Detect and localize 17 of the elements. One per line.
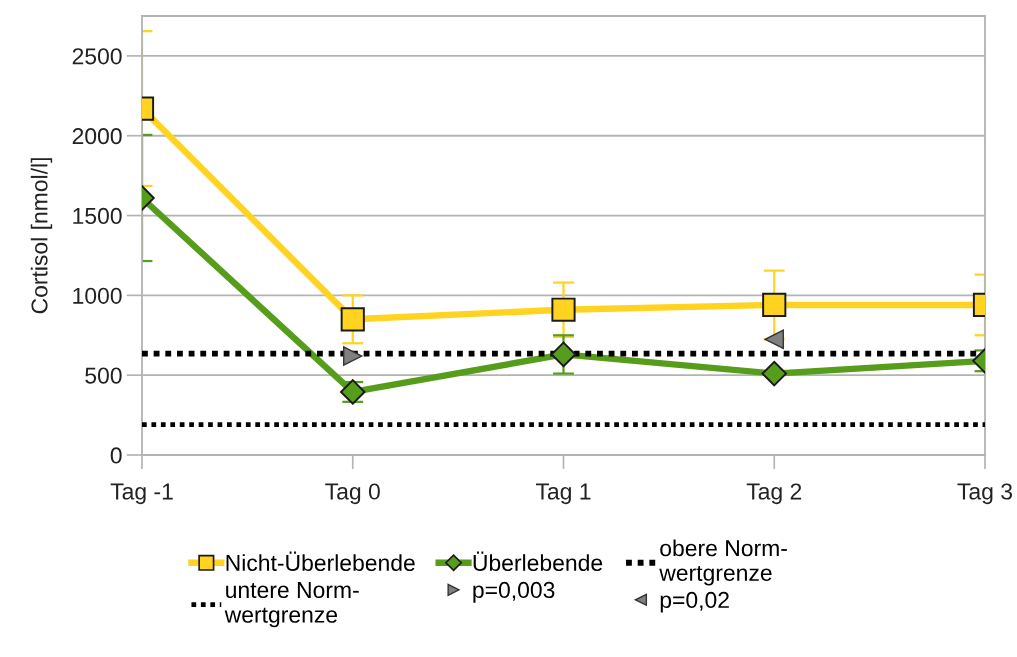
y-tick-label: 0 — [110, 447, 122, 464]
legend-label: Nicht-Überlebende — [226, 551, 415, 572]
y-tick-label: 2500 — [72, 48, 122, 65]
x-tick-label: Tag 1 — [535, 483, 591, 505]
y-tick-label: 1500 — [73, 207, 122, 225]
y-axis-title: Cortisol [nmol/l] — [30, 158, 53, 314]
x-tick-label: Tag 2 — [746, 483, 802, 505]
legend-label: Überlebende — [473, 551, 603, 572]
y-tick-label: 1000 — [73, 287, 122, 304]
y-tick-label: 2000 — [72, 128, 122, 145]
y-tick-label: 500 — [85, 367, 122, 384]
x-tick-label: Tag -1 — [110, 483, 173, 505]
legend-label: p=0,02 — [660, 591, 729, 613]
legend-label: untere Norm- wertgrenze — [224, 582, 359, 628]
x-tick-label: Tag 0 — [325, 483, 380, 505]
legend-label: p=0,003 — [473, 581, 555, 603]
x-tick-label: Tag 3 — [957, 483, 1013, 505]
